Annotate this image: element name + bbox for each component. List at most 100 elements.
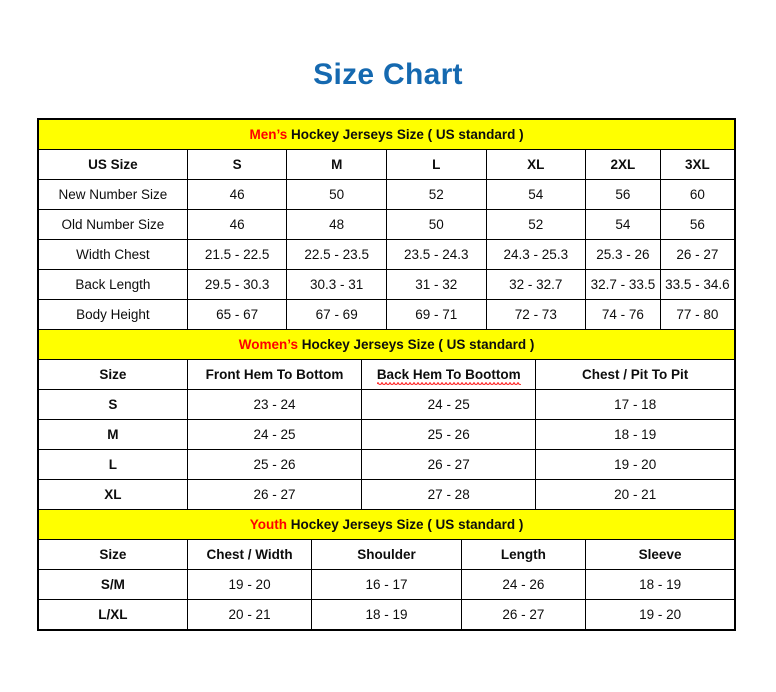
table-row: New Number Size 46 50 52 54 56 60 bbox=[37, 179, 736, 210]
cell-womens-0-0: 23 - 24 bbox=[186, 389, 363, 420]
cell-mens-4-0: 65 - 67 bbox=[186, 299, 288, 330]
column-header-womens-2: Back Hem To Boottom bbox=[361, 359, 537, 390]
cell-mens-2-1: 22.5 - 23.5 bbox=[286, 239, 387, 270]
cell-mens-3-1: 30.3 - 31 bbox=[286, 269, 387, 300]
cell-womens-1-2: 18 - 19 bbox=[535, 419, 736, 450]
column-header-womens-3: Chest / Pit To Pit bbox=[535, 359, 736, 390]
row-label-mens-2: Width Chest bbox=[37, 239, 188, 270]
cell-mens-2-0: 21.5 - 22.5 bbox=[186, 239, 288, 270]
cell-mens-3-5: 33.5 - 34.6 bbox=[659, 269, 736, 300]
row-label-mens-0: New Number Size bbox=[37, 179, 188, 210]
cell-mens-2-3: 24.3 - 25.3 bbox=[485, 239, 587, 270]
section-banner-row: Men’s Hockey Jerseys Size ( US standard … bbox=[37, 118, 736, 150]
column-header-youth-2: Shoulder bbox=[311, 539, 462, 570]
table-row: Back Length 29.5 - 30.3 30.3 - 31 31 - 32 32… bbox=[37, 269, 736, 300]
cell-mens-1-4: 54 bbox=[585, 209, 661, 240]
table-row: XL 26 - 27 27 - 28 20 - 21 bbox=[37, 479, 736, 510]
column-header-womens-0: Size bbox=[37, 359, 188, 390]
size-label-womens-0: S bbox=[37, 389, 188, 420]
column-header-row: Size Front Hem To Bottom Back Hem To Boott… bbox=[37, 359, 736, 390]
column-header-youth-0: Size bbox=[37, 539, 188, 570]
section-banner-row: Women’s Hockey Jerseys Size ( US standar… bbox=[37, 329, 736, 360]
section-banner-highlight: Women’s bbox=[238, 336, 298, 352]
cell-mens-0-5: 60 bbox=[659, 179, 736, 210]
page-title: Size Chart bbox=[313, 58, 463, 91]
column-header-mens-1: S bbox=[186, 149, 288, 180]
table-row: Old Number Size 46 48 50 52 54 56 bbox=[37, 209, 736, 240]
cell-womens-3-2: 20 - 21 bbox=[535, 479, 736, 510]
cell-mens-4-1: 67 - 69 bbox=[286, 299, 387, 330]
cell-youth-0-0: 19 - 20 bbox=[186, 569, 313, 600]
size-chart-container: Men’s Hockey Jerseys Size ( US standard … bbox=[0, 91, 776, 631]
cell-womens-3-0: 26 - 27 bbox=[186, 479, 363, 510]
section-banner-text: Hockey Jerseys Size ( US standard ) bbox=[286, 516, 524, 532]
cell-womens-0-2: 17 - 18 bbox=[535, 389, 736, 420]
cell-mens-4-5: 77 - 80 bbox=[659, 299, 736, 330]
cell-mens-1-0: 46 bbox=[186, 209, 288, 240]
cell-mens-4-3: 72 - 73 bbox=[485, 299, 587, 330]
table-row: S 23 - 24 24 - 25 17 - 18 bbox=[37, 389, 736, 420]
column-header-mens-0: US Size bbox=[37, 149, 188, 180]
cell-youth-1-0: 20 - 21 bbox=[186, 599, 313, 631]
cell-mens-2-2: 23.5 - 24.3 bbox=[385, 239, 487, 270]
cell-mens-3-0: 29.5 - 30.3 bbox=[186, 269, 288, 300]
page-title-container: Size Chart bbox=[0, 0, 776, 91]
cell-mens-4-2: 69 - 71 bbox=[385, 299, 487, 330]
size-label-womens-2: L bbox=[37, 449, 188, 480]
section-banner-text: Hockey Jerseys Size ( US standard ) bbox=[287, 126, 524, 142]
cell-mens-0-2: 52 bbox=[385, 179, 487, 210]
cell-youth-1-2: 26 - 27 bbox=[460, 599, 587, 631]
section-banner-womens: Women’s Hockey Jerseys Size ( US standar… bbox=[37, 329, 736, 360]
cell-youth-0-3: 18 - 19 bbox=[585, 569, 736, 600]
table-row: Width Chest 21.5 - 22.5 22.5 - 23.5 23.5 - … bbox=[37, 239, 736, 270]
size-label-womens-1: M bbox=[37, 419, 188, 450]
size-label-youth-1: L/XL bbox=[37, 599, 188, 631]
row-label-mens-4: Body Height bbox=[37, 299, 188, 330]
cell-youth-0-1: 16 - 17 bbox=[311, 569, 462, 600]
row-label-mens-3: Back Length bbox=[37, 269, 188, 300]
table-row: S/M 19 - 20 16 - 17 24 - 26 18 - 19 bbox=[37, 569, 736, 600]
section-banner-mens: Men’s Hockey Jerseys Size ( US standard … bbox=[37, 118, 736, 150]
cell-youth-0-2: 24 - 26 bbox=[460, 569, 587, 600]
cell-womens-2-0: 25 - 26 bbox=[186, 449, 363, 480]
cell-mens-1-1: 48 bbox=[286, 209, 387, 240]
cell-mens-3-4: 32.7 - 33.5 bbox=[585, 269, 661, 300]
cell-mens-2-4: 25.3 - 26 bbox=[585, 239, 661, 270]
column-header-mens-6: 3XL bbox=[659, 149, 736, 180]
cell-mens-0-4: 56 bbox=[585, 179, 661, 210]
column-header-mens-5: 2XL bbox=[585, 149, 661, 180]
cell-mens-0-1: 50 bbox=[286, 179, 387, 210]
cell-mens-1-5: 56 bbox=[659, 209, 736, 240]
column-header-womens-1: Front Hem To Bottom bbox=[186, 359, 363, 390]
cell-womens-1-0: 24 - 25 bbox=[186, 419, 363, 450]
column-header-row: US Size S M L XL 2XL 3XL bbox=[37, 149, 736, 180]
size-label-youth-0: S/M bbox=[37, 569, 188, 600]
cell-mens-4-4: 74 - 76 bbox=[585, 299, 661, 330]
table-row: M 24 - 25 25 - 26 18 - 19 bbox=[37, 419, 736, 450]
cell-mens-1-3: 52 bbox=[485, 209, 587, 240]
cell-mens-3-2: 31 - 32 bbox=[385, 269, 487, 300]
cell-mens-0-0: 46 bbox=[186, 179, 288, 210]
misspelled-header-text: Back Hem To Boottom bbox=[376, 367, 521, 386]
size-label-womens-3: XL bbox=[37, 479, 188, 510]
column-header-youth-3: Length bbox=[460, 539, 587, 570]
cell-mens-2-5: 26 - 27 bbox=[659, 239, 736, 270]
row-label-mens-1: Old Number Size bbox=[37, 209, 188, 240]
cell-mens-1-2: 50 bbox=[385, 209, 487, 240]
spellcheck-underline bbox=[376, 381, 521, 386]
table-row: Body Height 65 - 67 67 - 69 69 - 71 72 - 73 7… bbox=[37, 299, 736, 330]
cell-womens-2-1: 26 - 27 bbox=[361, 449, 537, 480]
section-banner-highlight: Men’s bbox=[249, 126, 288, 142]
cell-womens-0-1: 24 - 25 bbox=[361, 389, 537, 420]
cell-womens-1-1: 25 - 26 bbox=[361, 419, 537, 450]
column-header-youth-1: Chest / Width bbox=[186, 539, 313, 570]
size-chart-table: Men’s Hockey Jerseys Size ( US standard … bbox=[37, 118, 737, 631]
column-header-row: Size Chest / Width Shoulder Length Sleeve bbox=[37, 539, 736, 570]
column-header-youth-4: Sleeve bbox=[585, 539, 736, 570]
cell-youth-1-3: 19 - 20 bbox=[585, 599, 736, 631]
cell-womens-3-1: 27 - 28 bbox=[361, 479, 537, 510]
section-banner-text: Hockey Jerseys Size ( US standard ) bbox=[297, 336, 535, 352]
cell-youth-1-1: 18 - 19 bbox=[311, 599, 462, 631]
cell-mens-0-3: 54 bbox=[485, 179, 587, 210]
